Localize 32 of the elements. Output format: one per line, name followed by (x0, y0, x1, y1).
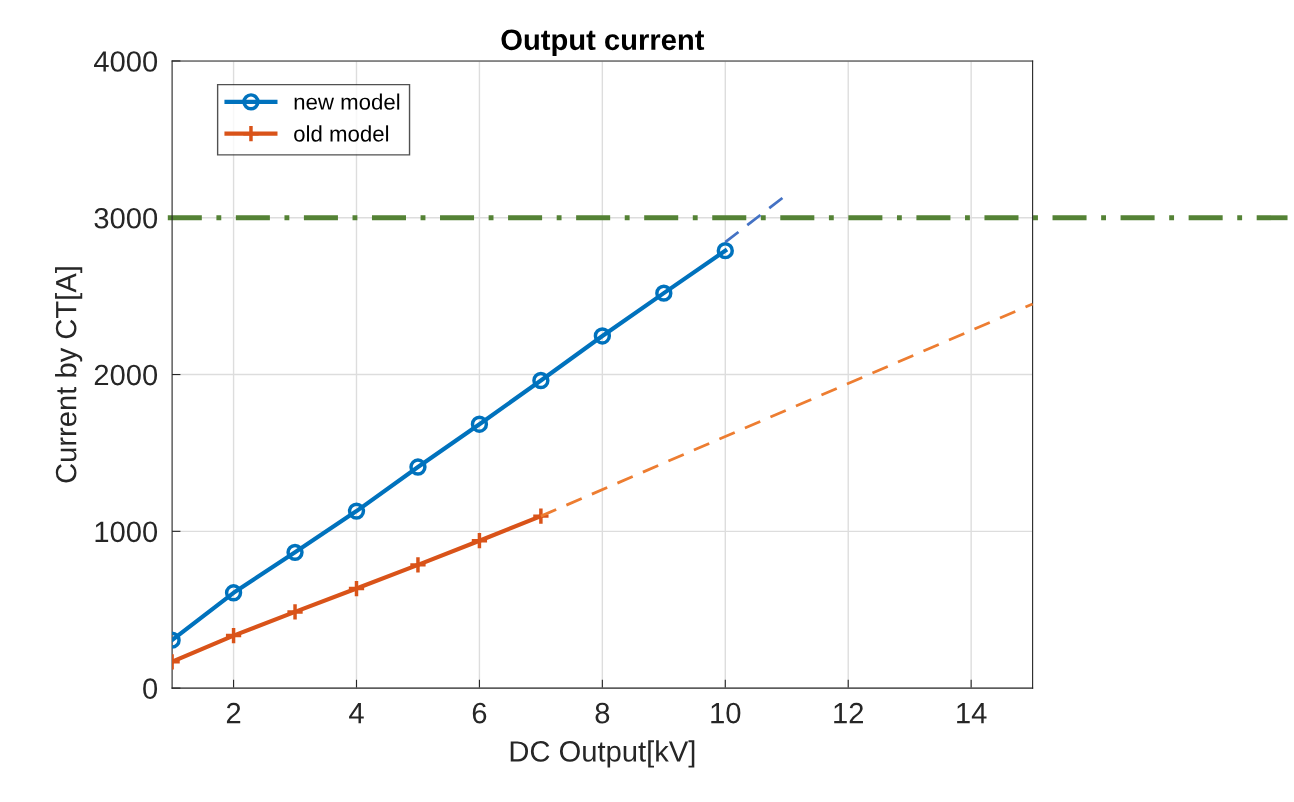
x-tick-label: 2 (226, 702, 241, 724)
y-axis-title: Current by CT[A] (55, 267, 83, 483)
point (224, 626, 243, 645)
point (408, 555, 428, 575)
y-tick-label: 1000 (95, 521, 158, 543)
y-tick-label: 4000 (94, 51, 158, 72)
point (286, 543, 304, 562)
x-tick-label: 6 (472, 702, 487, 724)
y-tick-label: 3000 (94, 207, 158, 229)
point (470, 531, 489, 551)
point (716, 241, 734, 260)
point (593, 327, 612, 345)
point (347, 579, 366, 598)
x-tick-label: 4 (349, 703, 364, 724)
point (531, 506, 551, 526)
x-tick-label: 12 (834, 702, 863, 724)
y-tick-label: 2000 (94, 364, 158, 386)
point (285, 602, 305, 622)
point (224, 584, 243, 602)
point (470, 415, 489, 433)
y-tick-label: 0 (143, 678, 158, 699)
x-tick-label: 10 (711, 702, 741, 724)
x-tick-label: 14 (957, 703, 987, 724)
point (655, 284, 673, 302)
point (409, 458, 427, 476)
x-tick-label: 8 (595, 702, 610, 724)
legend-label: new model (294, 93, 400, 110)
legend-label: old model (294, 125, 389, 142)
point (347, 502, 366, 520)
chart-title: Output current (501, 29, 705, 56)
x-axis-title: DC Output[kV] (510, 740, 695, 768)
point (532, 371, 550, 390)
